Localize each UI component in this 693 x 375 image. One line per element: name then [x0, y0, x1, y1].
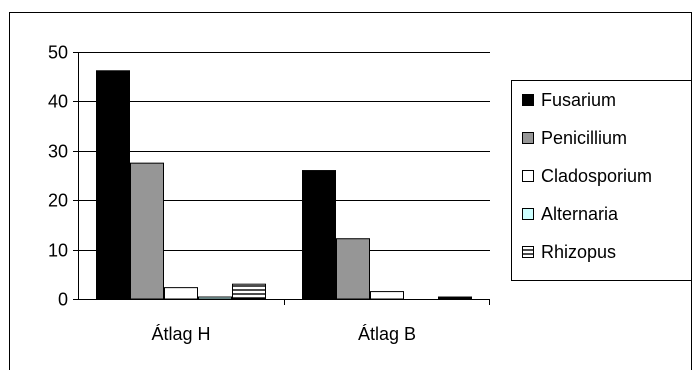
- bar-penicillium-atlag-b: [336, 238, 370, 300]
- y-tick-label: 50: [48, 43, 68, 63]
- y-tick-label: 30: [48, 142, 68, 162]
- legend-swatch-rhizopus: [522, 246, 534, 258]
- bar-penicillium-atlag-h: [130, 162, 164, 300]
- bar-alternaria-atlag-h: [198, 296, 232, 300]
- bars: [96, 70, 472, 300]
- legend: Fusarium Penicillium Cladosporium Alternari…: [511, 80, 692, 281]
- bar-cladosporium-atlag-b: [370, 291, 404, 300]
- legend-swatch-alternaria: [522, 208, 534, 220]
- x-category-label: Átlag H: [151, 324, 210, 344]
- legend-swatch-penicillium: [522, 132, 534, 144]
- x-category-label: Átlag B: [358, 324, 416, 344]
- legend-swatch-fusarium: [522, 94, 534, 106]
- axes: 0 10 20 30 40 50 Átlag H Átlag B: [48, 43, 490, 344]
- y-tick-label: 40: [48, 92, 68, 112]
- legend-label-cladosporium: Cladosporium: [541, 166, 652, 186]
- y-tick-label: 10: [48, 241, 68, 261]
- bar-fusarium-atlag-b: [302, 170, 336, 300]
- y-tick-label: 20: [48, 191, 68, 211]
- y-tick-label: 0: [58, 290, 68, 310]
- legend-box: [511, 80, 692, 281]
- bar-fusarium-atlag-h: [96, 70, 130, 300]
- legend-label-rhizopus: Rhizopus: [541, 242, 616, 262]
- bar-rhizopus-atlag-h: [232, 283, 266, 300]
- legend-label-alternaria: Alternaria: [541, 204, 619, 224]
- legend-label-fusarium: Fusarium: [541, 90, 616, 110]
- legend-swatch-cladosporium: [522, 170, 534, 182]
- bar-cladosporium-atlag-h: [164, 287, 198, 300]
- bar-rhizopus-atlag-b: [438, 296, 472, 300]
- legend-label-penicillium: Penicillium: [541, 128, 627, 148]
